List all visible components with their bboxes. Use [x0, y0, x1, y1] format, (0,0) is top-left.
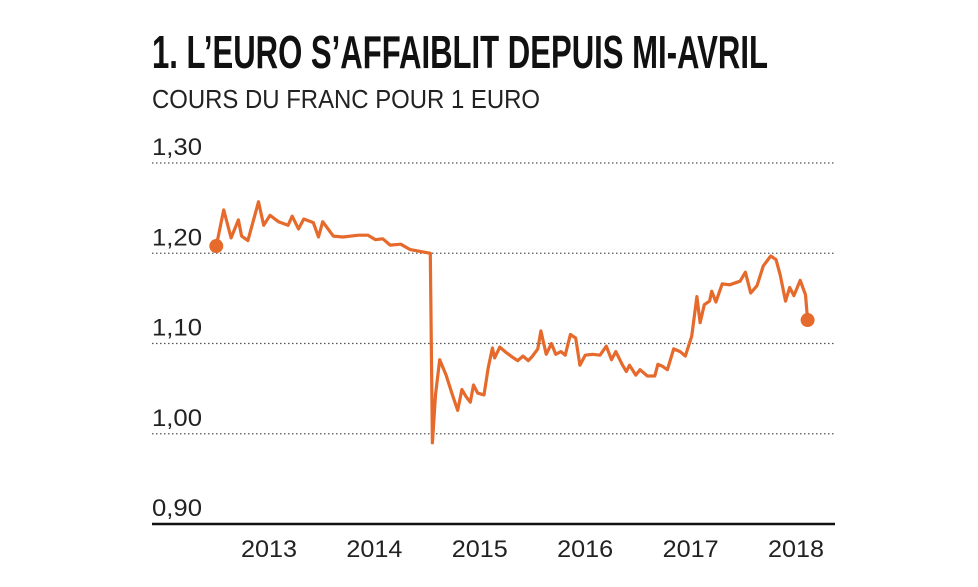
y-tick-label: 1,10: [152, 315, 202, 342]
x-tick-label: 2013: [241, 536, 297, 563]
y-tick-label: 1,00: [152, 405, 202, 432]
line: [214, 200, 810, 445]
y-tick-label: 1,20: [152, 224, 202, 251]
y-tick-label: 0,90: [152, 495, 202, 522]
y-tick-label: 1,30: [152, 134, 202, 161]
chart-subtitle: COURS DU FRANC POUR 1 EURO: [152, 84, 540, 114]
end-dot: [800, 313, 815, 328]
x-tick-label: 2015: [452, 536, 508, 563]
x-tick-label: 2016: [557, 536, 613, 563]
x-tick-label: 2014: [346, 536, 402, 563]
x-tick-label: 2018: [768, 536, 824, 563]
end-dot: [209, 239, 224, 254]
chart-title: 1. L’EURO S’AFFAIBLIT DEPUIS MI-AVRIL: [152, 26, 768, 78]
x-tick-label: 2017: [663, 536, 719, 563]
